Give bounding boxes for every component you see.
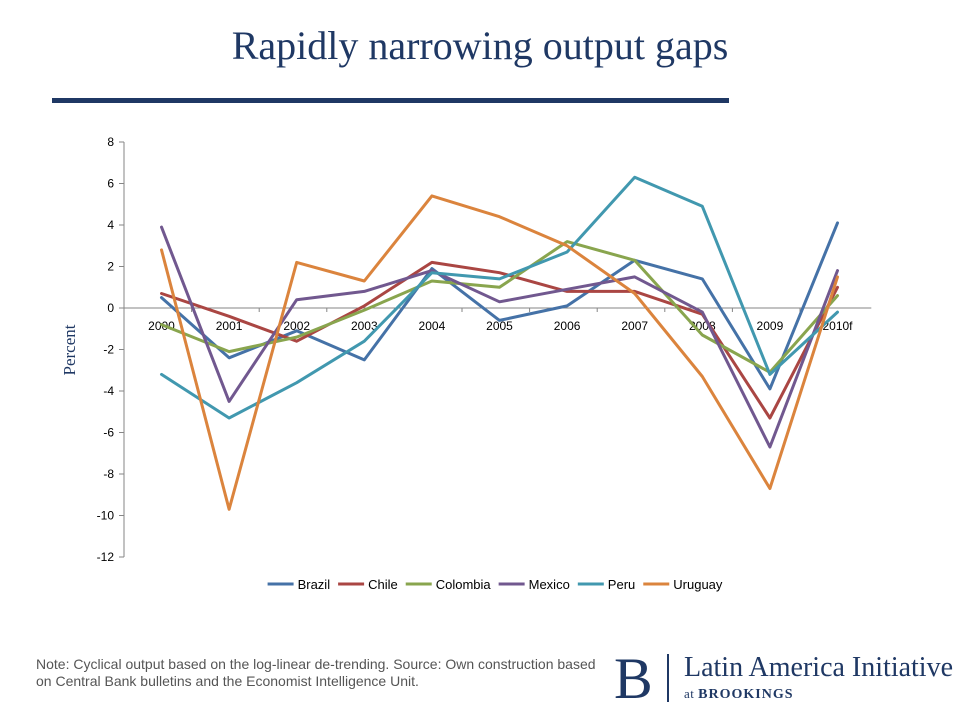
- legend-label: Mexico: [529, 577, 570, 592]
- title-underline: [52, 98, 729, 103]
- legend-item-peru: Peru: [577, 577, 635, 592]
- legend-item-mexico: Mexico: [498, 577, 570, 592]
- x-tick-label: 2007: [621, 319, 648, 333]
- legend-label: Chile: [368, 577, 398, 592]
- y-tick-label: 6: [107, 177, 114, 191]
- logo-subtitle: at BROOKINGS: [684, 686, 794, 703]
- brookings-logo: B Latin America Initiative at BROOKINGS: [610, 646, 954, 711]
- x-tick-label: 2004: [419, 319, 446, 333]
- y-tick-label: -2: [103, 343, 114, 357]
- legend-label: Uruguay: [673, 577, 723, 592]
- logo-sub-org: BROOKINGS: [698, 687, 794, 702]
- y-tick-label: 2: [107, 260, 114, 274]
- x-tick-label: 2005: [486, 319, 513, 333]
- slide-title: Rapidly narrowing output gaps: [231, 23, 729, 68]
- legend-item-chile: Chile: [338, 577, 398, 592]
- x-tick-label: 2003: [351, 319, 378, 333]
- logo-name: Latin America Initiative: [684, 652, 954, 683]
- y-tick-label: -6: [103, 426, 114, 440]
- logo-divider: [667, 654, 669, 702]
- x-tick-label: 2006: [554, 319, 581, 333]
- y-axis-label: Percent: [60, 324, 79, 375]
- series-line-peru: [160, 175, 839, 420]
- legend-item-brazil: Brazil: [267, 577, 331, 592]
- y-tick-label: -8: [103, 467, 114, 481]
- y-tick-label: -12: [97, 550, 115, 564]
- logo-mark: B: [614, 646, 653, 711]
- series-line-mexico: [160, 225, 839, 449]
- x-tick-label: 2001: [216, 319, 243, 333]
- x-tick-label: 2002: [283, 319, 310, 333]
- x-tick-label: 2009: [757, 319, 784, 333]
- series-line-uruguay: [160, 194, 839, 511]
- legend-label: Colombia: [436, 577, 492, 592]
- y-tick-label: -10: [97, 509, 115, 523]
- y-tick-label: 4: [107, 218, 114, 232]
- x-tick-label: 2010f: [822, 319, 853, 333]
- y-tick-label: 0: [107, 301, 114, 315]
- legend-item-uruguay: Uruguay: [643, 577, 723, 592]
- logo-sub-prefix: at: [684, 686, 695, 701]
- legend-item-colombia: Colombia: [405, 577, 492, 592]
- legend-label: Brazil: [298, 577, 331, 592]
- source-note: Note: Cyclical output based on the log-l…: [36, 656, 596, 689]
- y-tick-label: -4: [103, 384, 114, 398]
- y-tick-label: 8: [107, 135, 114, 149]
- legend-label: Peru: [608, 577, 635, 592]
